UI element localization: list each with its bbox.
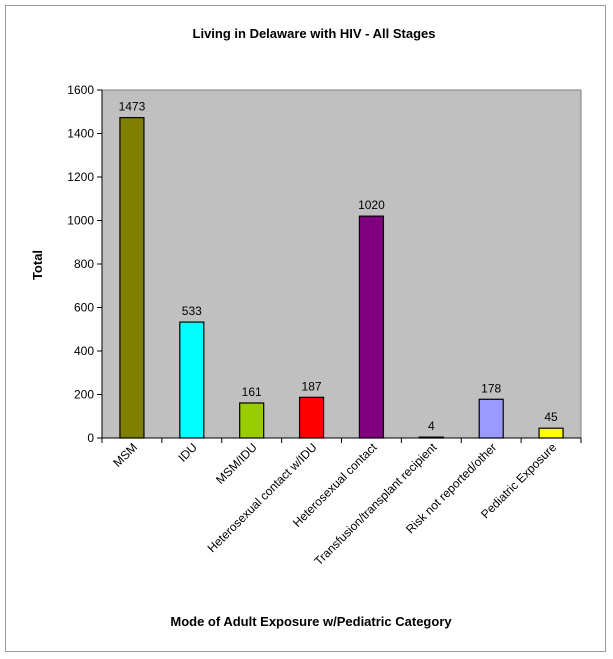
x-category-label: Heterosexual contact w/IDU — [205, 440, 320, 555]
y-tick-label: 1600 — [67, 83, 94, 97]
y-tick-label: 600 — [74, 301, 94, 315]
chart-title: Living in Delaware with HIV - All Stages — [193, 26, 436, 41]
bar — [298, 396, 325, 439]
data-label: 4 — [428, 419, 435, 433]
x-category-label: MSM — [110, 440, 140, 470]
data-labels: 1473 533 161 187 1020 4 178 45 — [119, 100, 558, 434]
bar — [478, 398, 504, 439]
data-label: 187 — [302, 379, 322, 393]
y-axis-title: Total — [30, 250, 45, 280]
y-tick-label: 0 — [87, 431, 94, 445]
bar — [239, 402, 265, 439]
data-label: 533 — [182, 304, 202, 318]
y-axis: 0 200 400 600 800 1000 1200 1400 1600 — [67, 83, 103, 445]
x-axis-title: Mode of Adult Exposure w/Pediatric Categ… — [170, 614, 452, 629]
bar — [358, 215, 385, 439]
data-label: 1473 — [119, 100, 146, 114]
data-label: 45 — [544, 410, 558, 424]
y-tick-label: 1400 — [67, 127, 94, 141]
x-category-label: IDU — [175, 440, 200, 465]
bar — [179, 321, 205, 439]
y-tick-label: 200 — [74, 388, 94, 402]
plot-area — [101, 89, 582, 439]
x-category-label: MSM/IDU — [213, 440, 260, 487]
x-category-label: Transfusion/transplant recipient — [311, 440, 439, 568]
bar — [119, 117, 145, 439]
bar — [538, 427, 564, 439]
y-tick-label: 400 — [74, 344, 94, 358]
y-tick-label: 1200 — [67, 170, 94, 184]
data-label: 1020 — [358, 198, 385, 212]
data-label: 178 — [481, 381, 501, 395]
data-label: 161 — [242, 385, 262, 399]
y-tick-label: 800 — [74, 257, 94, 271]
y-tick-label: 1000 — [67, 214, 94, 228]
